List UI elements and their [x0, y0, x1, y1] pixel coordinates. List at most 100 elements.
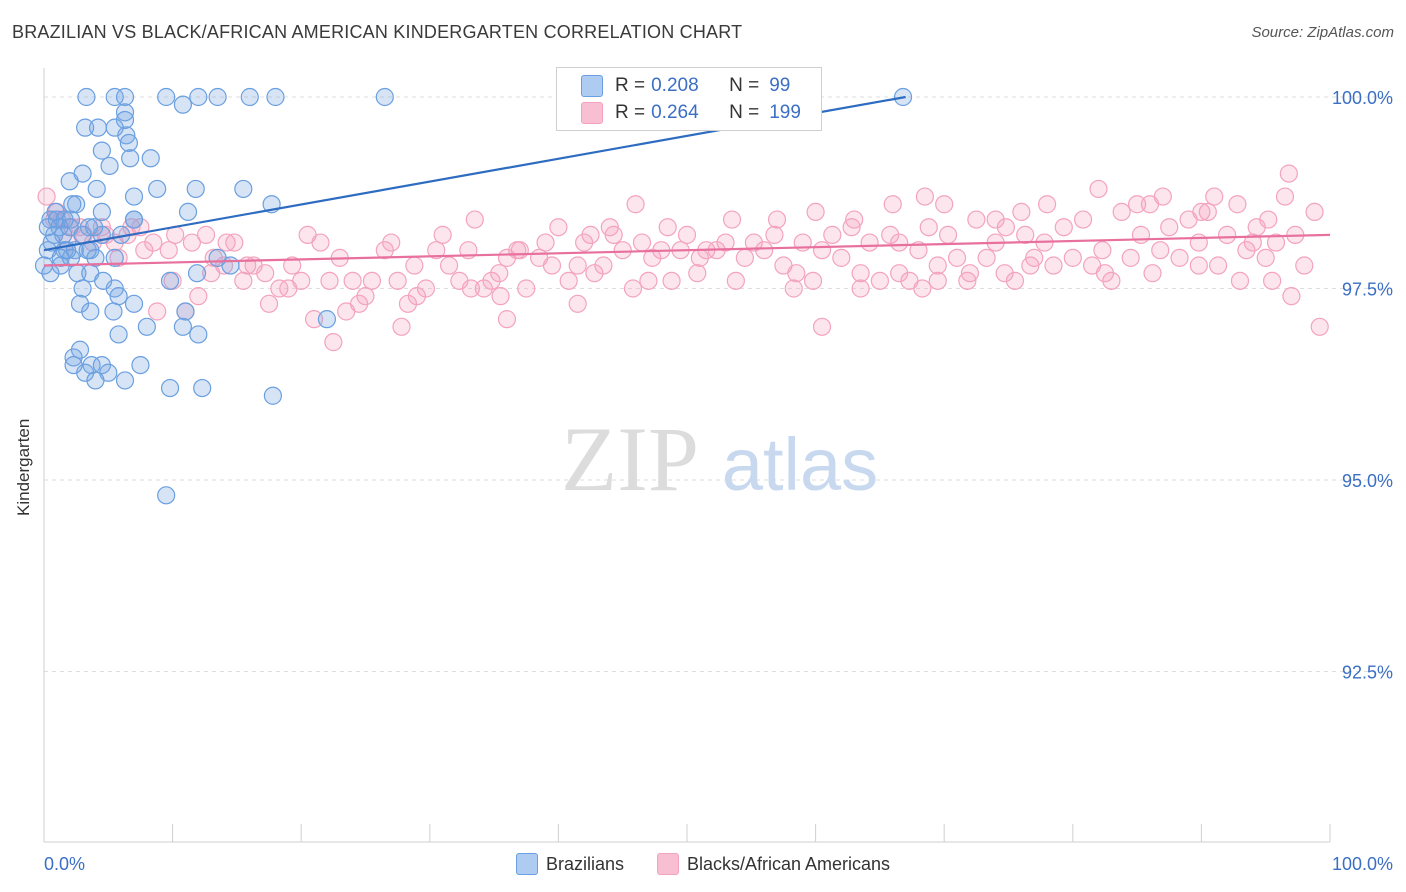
point-brazilians [141, 149, 160, 168]
point-blacks [202, 264, 221, 283]
point-blacks [726, 271, 745, 290]
point-brazilians [148, 179, 167, 199]
point-blacks [639, 271, 658, 290]
point-brazilians [109, 287, 128, 306]
point-blacks [392, 317, 411, 336]
trend-line-blacks [43, 233, 1331, 267]
point-blacks [407, 287, 427, 306]
point-blacks [182, 233, 201, 252]
point-blacks [613, 241, 632, 260]
point-brazilians [121, 149, 140, 168]
point-brazilians [234, 179, 253, 199]
point-blacks [279, 279, 298, 298]
point-blacks [812, 317, 832, 336]
point-blacks [497, 310, 517, 329]
stats-row-brazilians: R = 0.208 N = 99 [581, 73, 809, 99]
point-blacks [594, 256, 613, 275]
point-blacks [405, 256, 424, 275]
point-blacks [1005, 271, 1025, 290]
point-brazilians [63, 195, 82, 214]
point-blacks [427, 241, 446, 260]
point-blacks [382, 233, 401, 252]
stats-legend: R = 0.208 N = 99 R = 0.264 N = 199 [556, 67, 822, 131]
point-blacks [928, 256, 947, 275]
point-blacks [217, 233, 236, 252]
point-blacks [1160, 218, 1179, 237]
tick-labels: 100.0% 97.5% 95.0% 92.5% 0.0% 100.0% [44, 88, 1393, 874]
point-blacks [1012, 202, 1031, 221]
watermark-atlas: atlas [722, 423, 878, 506]
point-brazilians [189, 87, 208, 107]
point-brazilians [193, 378, 212, 398]
point-blacks [662, 271, 681, 290]
y-axis-label: Kindergarten [14, 418, 33, 516]
point-brazilians [92, 141, 111, 160]
bottom-legend: Brazilians Blacks/African Americans [0, 853, 1406, 880]
point-blacks [439, 256, 459, 275]
point-blacks [482, 271, 501, 290]
point-blacks [517, 279, 536, 298]
point-blacks [148, 302, 167, 321]
point-blacks [928, 271, 947, 290]
point-brazilians [178, 202, 198, 221]
point-brazilians [76, 118, 95, 137]
point-brazilians [137, 317, 156, 336]
point-blacks [919, 218, 938, 237]
point-brazilians [208, 248, 227, 267]
point-blacks [1243, 233, 1262, 252]
series-blacks-points [37, 164, 1329, 352]
point-blacks [461, 279, 481, 298]
point-blacks [626, 195, 645, 214]
point-blacks [1310, 317, 1329, 336]
x-tick-label: 100.0% [1332, 854, 1393, 874]
point-brazilians [64, 356, 83, 375]
point-blacks [109, 248, 128, 267]
point-blacks [135, 241, 154, 260]
point-blacks [1259, 210, 1278, 229]
y-tick-label: 92.5% [1342, 663, 1393, 683]
point-blacks [1089, 179, 1108, 199]
point-blacks [735, 248, 754, 267]
point-blacks [1282, 287, 1301, 306]
point-blacks [823, 225, 842, 244]
point-brazilians [105, 87, 124, 107]
chart-title: BRAZILIAN VS BLACK/AFRICAN AMERICAN KIND… [12, 22, 743, 42]
point-blacks [883, 195, 902, 214]
legend-label-brazilians: Brazilians [545, 853, 624, 874]
point-blacks [938, 225, 958, 244]
point-blacks [1021, 256, 1040, 275]
point-blacks [1205, 187, 1224, 206]
legend-swatch-blacks [656, 853, 679, 875]
series-brazilians-points [34, 87, 913, 505]
point-blacks [1192, 202, 1211, 221]
point-blacks [1275, 187, 1295, 206]
point-blacks [600, 218, 619, 237]
point-blacks [465, 210, 484, 229]
point-blacks [356, 287, 375, 306]
point-blacks [755, 241, 774, 260]
point-blacks [324, 333, 343, 352]
point-brazilians [160, 271, 180, 290]
legend-item-brazilians[interactable]: Brazilians [515, 853, 624, 875]
point-brazilians [86, 371, 105, 390]
point-blacks [1189, 233, 1208, 252]
point-brazilians [92, 202, 111, 221]
legend-item-blacks[interactable]: Blacks/African Americans [656, 853, 890, 875]
point-blacks [967, 210, 986, 229]
point-brazilians [64, 348, 83, 367]
point-brazilians [187, 264, 207, 283]
point-brazilians [186, 179, 205, 199]
point-brazilians [100, 156, 119, 176]
point-blacks [851, 264, 870, 283]
point-blacks [1037, 195, 1057, 214]
point-brazilians [88, 118, 108, 137]
point-brazilians [73, 279, 92, 298]
point-blacks [581, 225, 600, 244]
point-blacks [1073, 210, 1093, 229]
point-blacks [1153, 187, 1172, 206]
point-brazilians [157, 87, 176, 107]
point-blacks [996, 218, 1016, 237]
point-blacks [1256, 248, 1275, 267]
point-brazilians [375, 87, 394, 107]
point-blacks [803, 271, 823, 290]
